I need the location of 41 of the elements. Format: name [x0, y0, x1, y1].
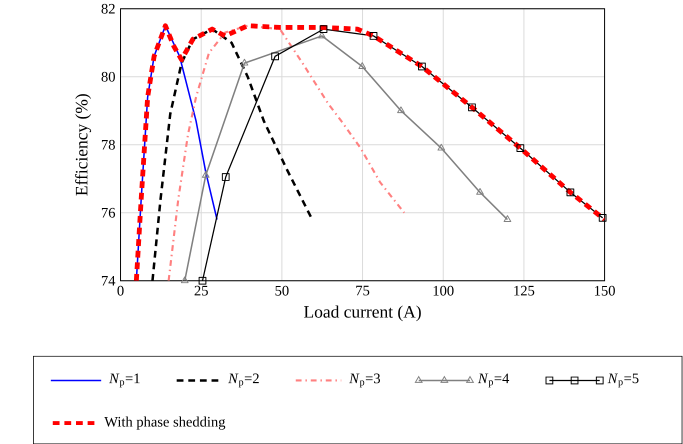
legend-label: N$_{p}$=4: [478, 373, 510, 388]
y-tick-label: 76: [102, 208, 116, 218]
point: [358, 62, 366, 69]
x-tick-label: 100: [434, 286, 454, 296]
legend-label: N$_{p}$=3: [349, 373, 380, 388]
x-axis-title: Load current (A): [304, 305, 421, 322]
point: [370, 32, 378, 40]
point: [198, 276, 206, 284]
x-tick-label: 75: [356, 286, 370, 296]
point: [318, 31, 326, 38]
point: [566, 188, 574, 196]
point: [397, 106, 405, 113]
point: [320, 25, 328, 33]
x-tick-label: 125: [514, 286, 534, 296]
point: [437, 144, 446, 150]
point: [271, 52, 279, 60]
point: [240, 58, 248, 66]
point: [418, 62, 426, 70]
y-tick-label: 82: [102, 4, 115, 14]
point: [222, 172, 230, 181]
point: [516, 144, 524, 152]
legend-label: N$_{p}$=1: [109, 373, 140, 388]
point: [202, 170, 210, 178]
line-series: [168, 24, 406, 281]
point: [468, 103, 476, 112]
point: [180, 276, 189, 283]
legend-label: With phase shedding: [104, 416, 226, 430]
y-tick-label: 80: [102, 72, 115, 82]
point: [504, 215, 512, 222]
legend-label: N$_{p}$=5: [608, 373, 638, 388]
y-axis-title: Efficiency (%): [75, 94, 92, 196]
y-tick-label: 78: [102, 140, 115, 150]
y-tick-label: 74: [102, 276, 116, 286]
point: [476, 188, 484, 195]
x-tick-label: 25: [194, 286, 208, 296]
x-tick-label: 50: [275, 286, 289, 296]
point: [598, 214, 607, 222]
legend-label: N$_{p}$=2: [228, 373, 259, 388]
line-series: [134, 23, 605, 281]
x-tick-label: 0: [117, 286, 124, 296]
x-tick-label: 150: [594, 286, 615, 296]
